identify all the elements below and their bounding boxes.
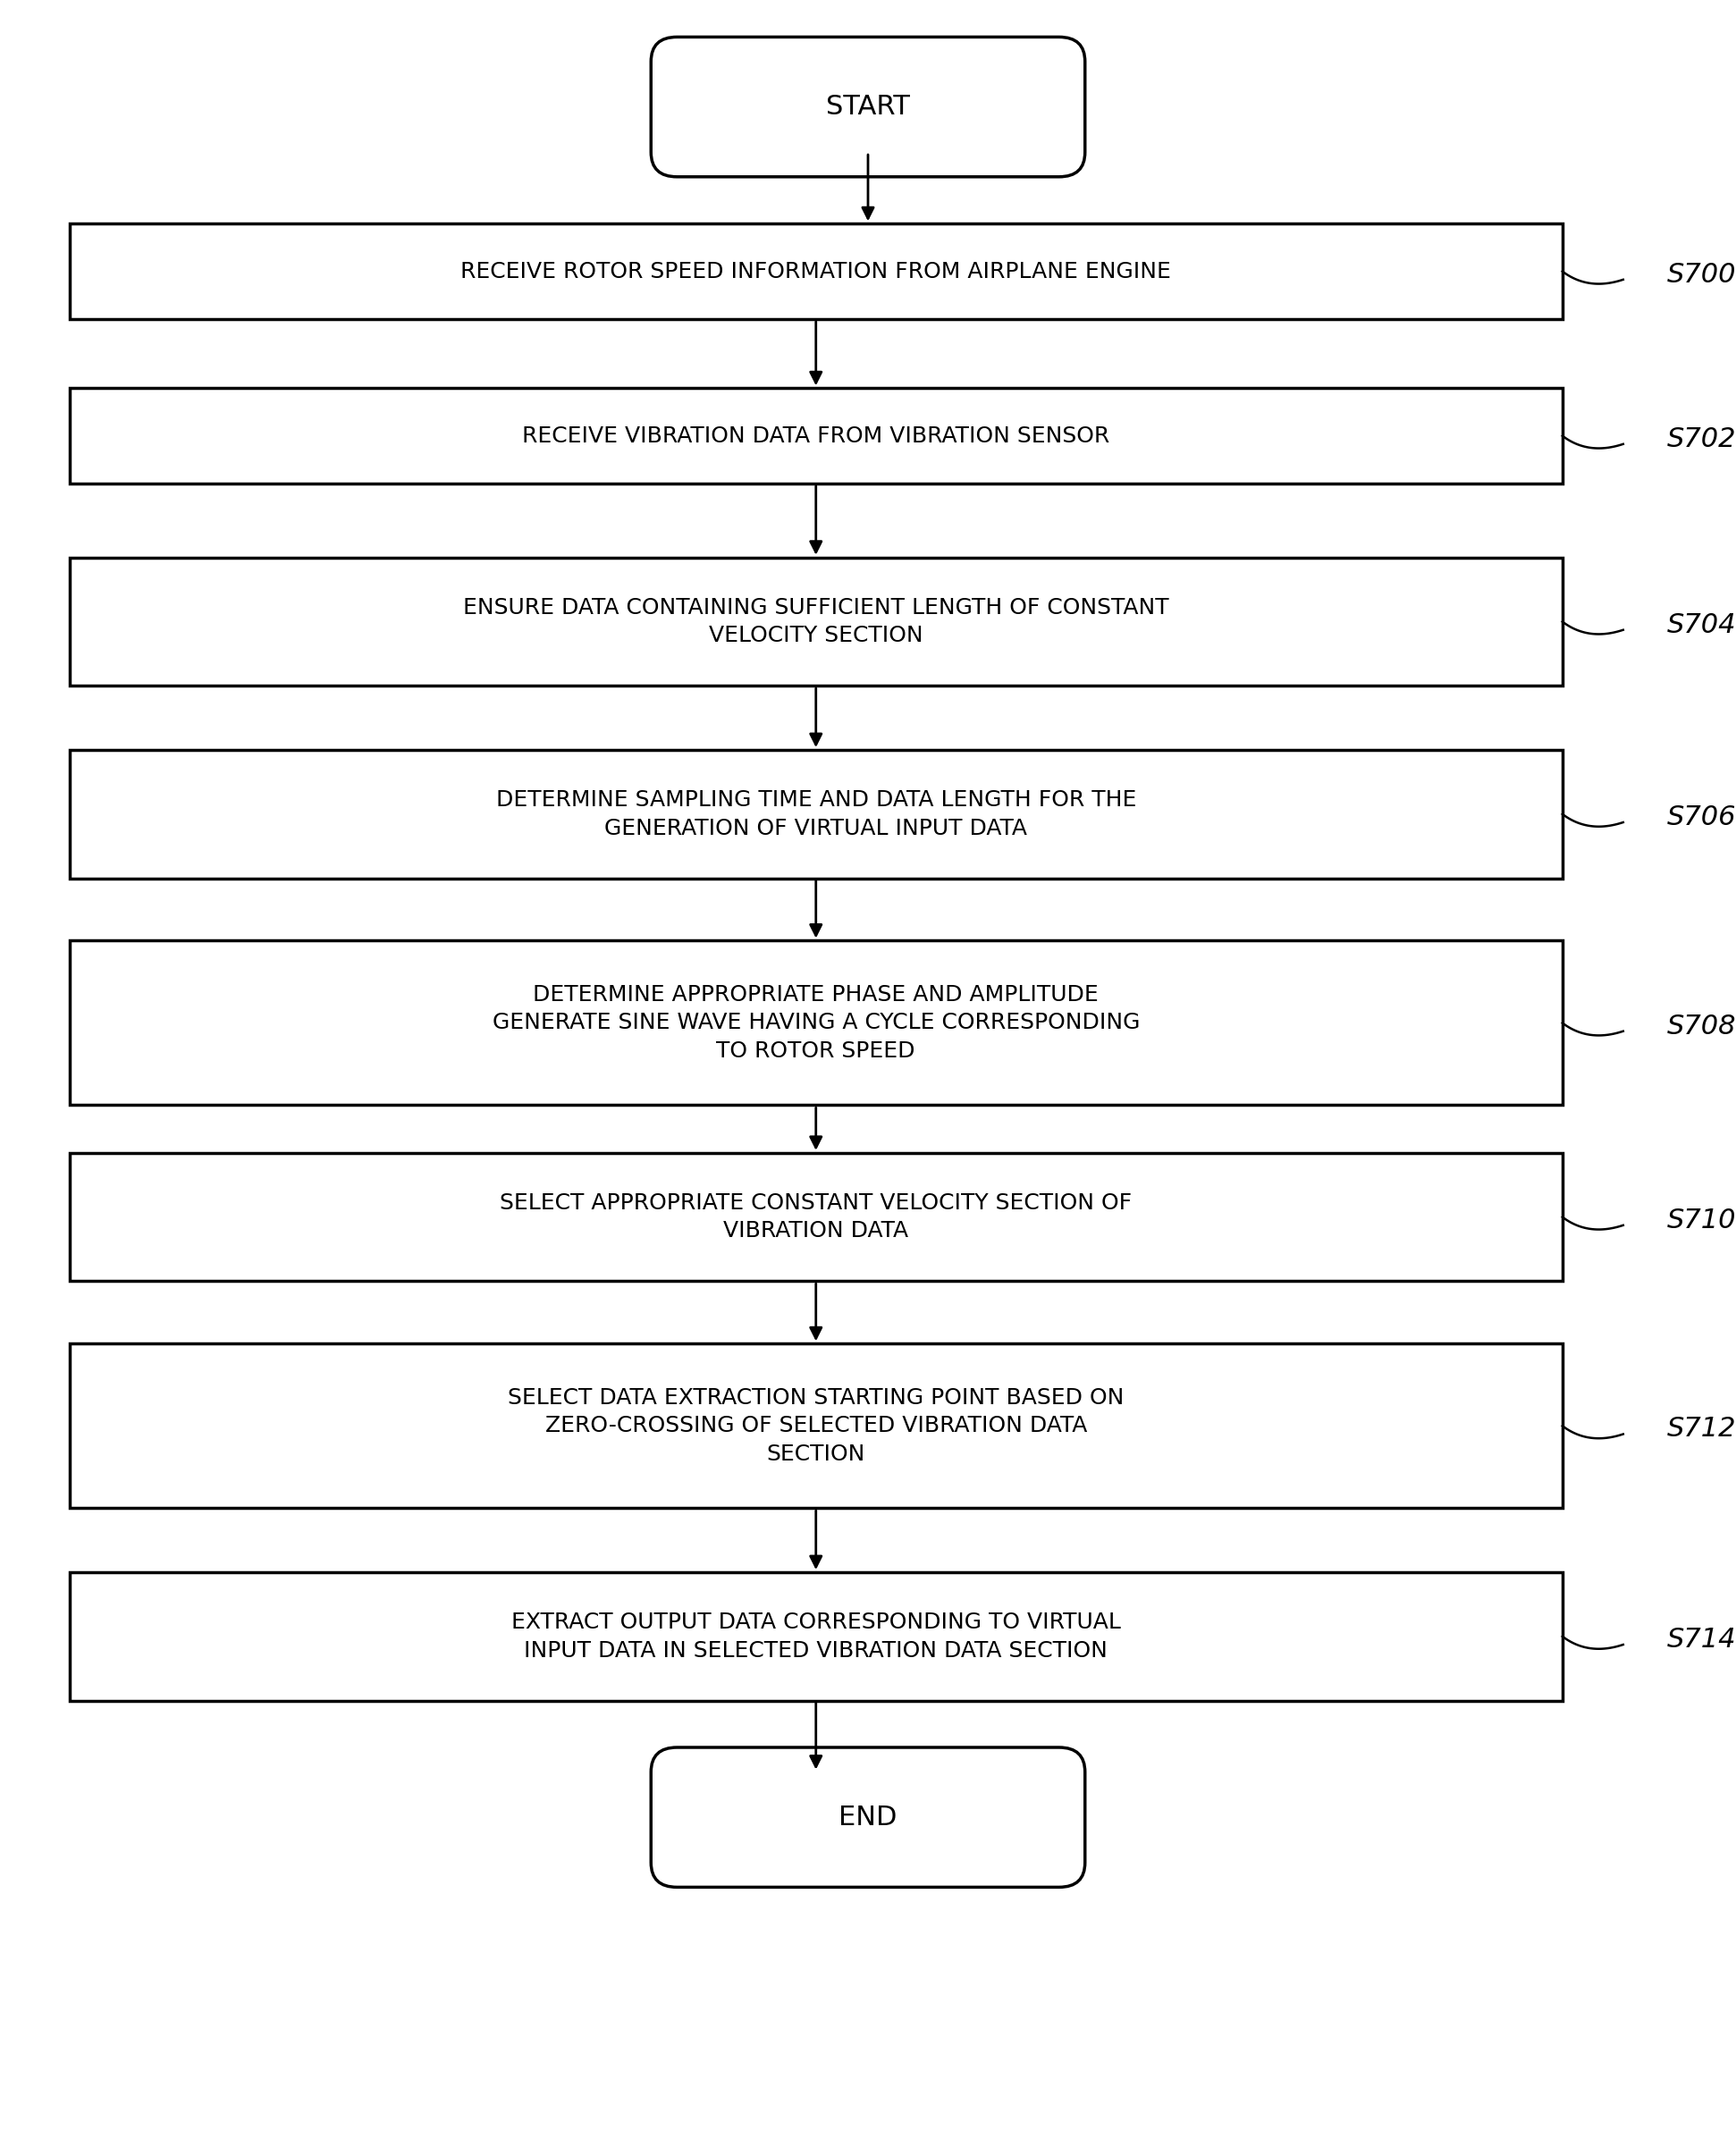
FancyBboxPatch shape (69, 558, 1562, 686)
Text: SELECT APPROPRIATE CONSTANT VELOCITY SECTION OF
VIBRATION DATA: SELECT APPROPRIATE CONSTANT VELOCITY SEC… (500, 1193, 1132, 1242)
Text: RECEIVE ROTOR SPEED INFORMATION FROM AIRPLANE ENGINE: RECEIVE ROTOR SPEED INFORMATION FROM AIR… (460, 261, 1172, 282)
Text: RECEIVE VIBRATION DATA FROM VIBRATION SENSOR: RECEIVE VIBRATION DATA FROM VIBRATION SE… (523, 425, 1109, 447)
FancyBboxPatch shape (69, 1571, 1562, 1700)
Text: S714: S714 (1667, 1627, 1736, 1653)
Text: S712: S712 (1667, 1415, 1736, 1443)
FancyBboxPatch shape (651, 36, 1085, 177)
Text: DETERMINE SAMPLING TIME AND DATA LENGTH FOR THE
GENERATION OF VIRTUAL INPUT DATA: DETERMINE SAMPLING TIME AND DATA LENGTH … (496, 789, 1135, 838)
Text: END: END (838, 1804, 898, 1830)
Text: S704: S704 (1667, 611, 1736, 637)
Text: S706: S706 (1667, 804, 1736, 830)
Text: ENSURE DATA CONTAINING SUFFICIENT LENGTH OF CONSTANT
VELOCITY SECTION: ENSURE DATA CONTAINING SUFFICIENT LENGTH… (464, 597, 1168, 646)
FancyBboxPatch shape (69, 750, 1562, 879)
Text: EXTRACT OUTPUT DATA CORRESPONDING TO VIRTUAL
INPUT DATA IN SELECTED VIBRATION DA: EXTRACT OUTPUT DATA CORRESPONDING TO VIR… (510, 1612, 1121, 1661)
Text: DETERMINE APPROPRIATE PHASE AND AMPLITUDE
GENERATE SINE WAVE HAVING A CYCLE CORR: DETERMINE APPROPRIATE PHASE AND AMPLITUD… (491, 983, 1141, 1063)
Text: S710: S710 (1667, 1208, 1736, 1234)
FancyBboxPatch shape (69, 389, 1562, 483)
FancyBboxPatch shape (69, 1152, 1562, 1281)
Text: SELECT DATA EXTRACTION STARTING POINT BASED ON
ZERO-CROSSING OF SELECTED VIBRATI: SELECT DATA EXTRACTION STARTING POINT BA… (509, 1388, 1123, 1465)
FancyBboxPatch shape (69, 1343, 1562, 1507)
FancyBboxPatch shape (69, 224, 1562, 319)
Text: S700: S700 (1667, 261, 1736, 289)
FancyBboxPatch shape (69, 941, 1562, 1105)
Text: START: START (826, 94, 910, 120)
Text: S702: S702 (1667, 425, 1736, 451)
Text: S708: S708 (1667, 1013, 1736, 1039)
FancyBboxPatch shape (651, 1747, 1085, 1888)
